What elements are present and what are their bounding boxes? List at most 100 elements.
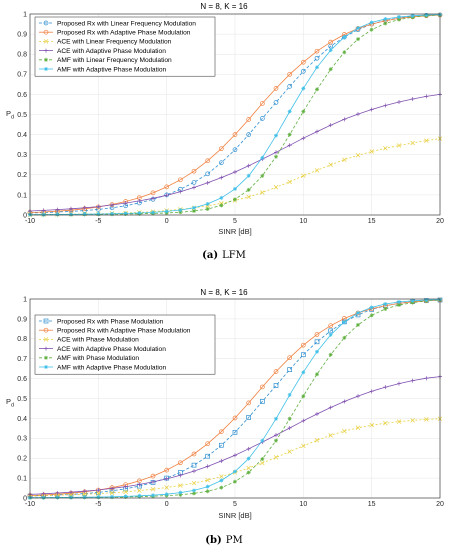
marker-shape: [55, 207, 60, 212]
marker-shape: [246, 194, 251, 200]
marker-shape: [274, 416, 278, 421]
data-point: [205, 171, 211, 177]
data-point: [191, 168, 197, 174]
x-tick-label: -5: [95, 501, 101, 508]
marker-shape: [410, 298, 415, 303]
data-point: [123, 489, 128, 495]
data-point: [328, 123, 333, 128]
marker-shape: [219, 474, 224, 479]
marker-shape: [246, 163, 251, 168]
marker-shape: [205, 484, 210, 489]
legend-marker: [44, 365, 48, 369]
marker-shape: [178, 490, 183, 495]
marker-shape: [355, 153, 361, 158]
marker-shape: [55, 495, 60, 500]
chart-title: N = 8, K = 16: [200, 288, 248, 297]
marker-shape: [314, 339, 320, 345]
data-point: [369, 27, 374, 32]
data-point: [356, 394, 360, 399]
marker-shape: [314, 332, 320, 337]
marker-shape: [205, 453, 211, 459]
marker-shape: [259, 384, 265, 390]
y-tick-label: 0.9: [17, 316, 27, 323]
marker-shape: [287, 392, 292, 397]
marker-shape: [191, 168, 197, 174]
marker-shape: [43, 29, 49, 35]
marker-shape: [164, 492, 169, 497]
marker-shape: [301, 394, 306, 399]
y-axis-label-subscript: d: [11, 403, 14, 409]
data-point: [260, 460, 265, 466]
marker-shape: [397, 299, 401, 304]
data-point: [274, 154, 278, 159]
data-point: [232, 429, 238, 435]
data-point: [342, 335, 347, 340]
marker-shape: [383, 146, 388, 151]
figure-caption-a: (a) LFM: [202, 250, 246, 261]
data-point: [287, 84, 293, 89]
data-point: [314, 438, 320, 443]
data-point: [178, 207, 183, 212]
marker-shape: [342, 157, 347, 162]
data-point: [151, 210, 155, 215]
marker-shape: [82, 205, 87, 210]
data-point: [96, 211, 101, 216]
y-tick-label: 0.5: [17, 396, 27, 403]
marker-shape: [219, 203, 224, 208]
marker-shape: [177, 177, 183, 183]
marker-shape: [246, 400, 252, 406]
marker-shape: [328, 48, 333, 53]
legend-entry: Proposed Rx with Phase Modulation: [57, 318, 164, 325]
marker-shape: [41, 491, 46, 496]
marker-shape: [137, 210, 142, 215]
marker-shape: [424, 13, 429, 18]
data-point: [233, 169, 237, 174]
legend-entry: AMF with Linear Frequency Modulation: [57, 57, 172, 64]
data-point: [369, 313, 374, 318]
marker-shape: [82, 491, 87, 497]
marker-shape: [315, 372, 319, 377]
marker-shape: [219, 458, 224, 463]
data-point: [218, 442, 224, 448]
marker-shape: [123, 484, 128, 489]
y-tick-label: 1: [23, 11, 27, 18]
data-point: [82, 205, 87, 210]
x-axis-label: SINR [dB]: [218, 227, 251, 236]
data-point: [192, 469, 196, 474]
data-point: [177, 177, 183, 183]
marker-shape: [383, 17, 388, 22]
marker-shape: [369, 313, 374, 318]
marker-shape: [246, 465, 251, 471]
chart-panel-a: N = 8, K = 16 00.10.20.30.40.50.60.70.80…: [6, 2, 444, 261]
data-point: [151, 479, 155, 484]
data-point: [192, 488, 196, 493]
data-point: [110, 202, 114, 207]
marker-shape: [260, 460, 265, 466]
marker-shape: [123, 201, 128, 206]
data-point: [232, 415, 238, 421]
data-point: [356, 112, 360, 117]
marker-shape: [192, 205, 196, 210]
data-point: [369, 149, 374, 154]
marker-shape: [287, 449, 292, 454]
data-point: [178, 189, 183, 194]
chart-panel-b: N = 8, K = 16 00.10.20.30.40.50.60.70.80…: [6, 288, 444, 546]
marker-shape: [96, 204, 101, 209]
data-point: [260, 456, 265, 461]
data-point: [287, 109, 292, 114]
data-point: [410, 418, 415, 423]
data-point: [218, 146, 224, 152]
marker-shape: [110, 202, 114, 207]
marker-shape: [43, 39, 49, 44]
data-point: [192, 208, 196, 213]
data-point: [41, 491, 46, 496]
data-point: [356, 26, 360, 31]
data-point: [273, 86, 279, 91]
data-point: [205, 484, 210, 489]
marker-shape: [123, 494, 128, 499]
marker-shape: [246, 117, 252, 122]
marker-shape: [260, 456, 265, 461]
marker-shape: [274, 438, 278, 443]
y-tick-label: 0.9: [17, 32, 27, 39]
marker-shape: [315, 87, 319, 92]
